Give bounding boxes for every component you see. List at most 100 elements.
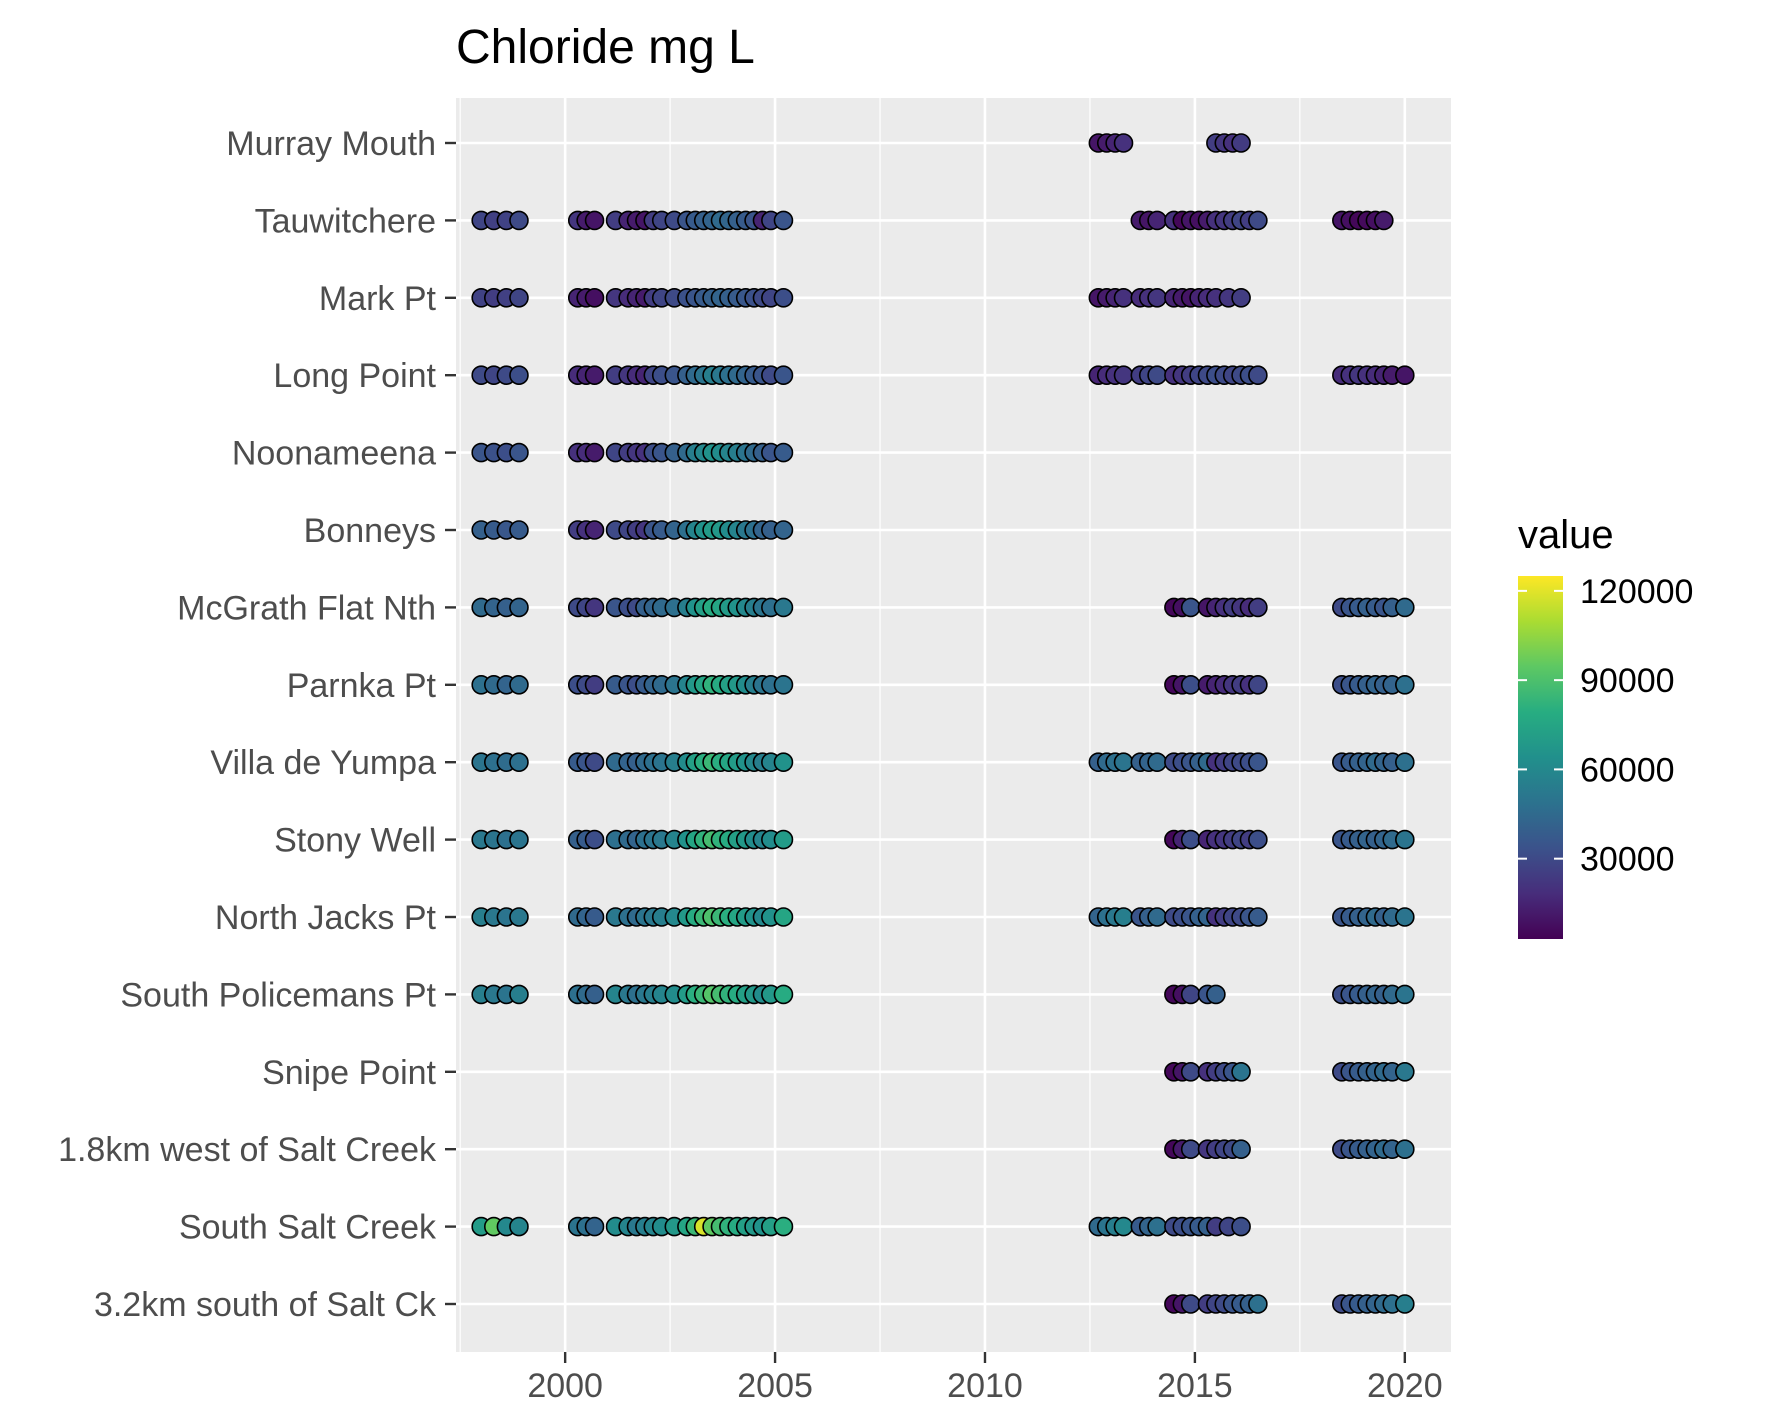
y-tick-label: Villa de Yumpa <box>210 744 436 782</box>
x-tick-label: 2010 <box>947 1367 1023 1405</box>
data-point <box>773 907 794 927</box>
y-axis: Murray Mouth Tauwitchere Mark Pt Long Point… <box>58 125 456 1324</box>
y-tick-label: North Jacks Pt <box>215 899 437 937</box>
data-point <box>1231 287 1251 308</box>
data-point <box>509 287 529 308</box>
data-point <box>1113 287 1134 308</box>
data-point <box>584 674 605 695</box>
data-point <box>1248 1294 1268 1314</box>
data-point <box>1113 752 1134 773</box>
data-point <box>1113 133 1134 153</box>
data-point <box>1248 907 1268 927</box>
data-point <box>584 210 605 231</box>
data-point <box>1248 829 1268 850</box>
data-point <box>584 365 605 386</box>
data-point <box>773 365 794 386</box>
y-tick-label: McGrath Flat Nth <box>177 589 436 627</box>
data-point <box>1248 674 1268 695</box>
data-point <box>584 984 605 1005</box>
data-point <box>1180 1294 1201 1314</box>
data-point <box>773 984 794 1005</box>
data-point <box>584 752 605 773</box>
data-point <box>1180 1062 1201 1082</box>
data-point <box>1180 984 1201 1005</box>
y-tick-label: Tauwitchere <box>255 202 436 240</box>
legend-label: 120000 <box>1580 573 1693 611</box>
x-tick-label: 2000 <box>527 1367 603 1405</box>
data-point <box>1147 752 1167 773</box>
data-point <box>1180 1139 1201 1159</box>
data-point <box>1248 210 1268 231</box>
data-point <box>1231 1062 1251 1082</box>
x-tick-label: 2005 <box>737 1367 813 1405</box>
y-tick-label: Mark Pt <box>319 280 437 318</box>
y-tick-label: Parnka Pt <box>287 667 437 705</box>
data-point <box>1248 752 1268 773</box>
data-point <box>1206 984 1226 1005</box>
data-point <box>1395 597 1415 618</box>
y-tick-label: Murray Mouth <box>226 125 436 163</box>
y-tick-label: South Policemans Pt <box>120 976 436 1014</box>
data-point <box>1395 984 1415 1005</box>
plot-panel <box>456 98 1451 1352</box>
data-point <box>584 829 605 850</box>
data-point <box>1147 365 1167 386</box>
x-tick-label: 2015 <box>1157 1367 1233 1405</box>
data-point <box>1180 829 1201 850</box>
data-point <box>773 442 794 463</box>
data-point <box>1248 597 1268 618</box>
data-point <box>1231 1139 1251 1159</box>
data-point <box>1395 365 1415 386</box>
legend-ticks: 120000 90000 60000 30000 <box>1518 573 1693 879</box>
y-tick-label: South Salt Creek <box>179 1209 437 1247</box>
data-point <box>773 287 794 308</box>
y-tick-label: Noonameena <box>232 435 436 473</box>
data-point <box>509 1216 529 1237</box>
data-point <box>773 210 794 231</box>
x-axis: 2000 2005 2010 2015 2020 <box>527 1352 1443 1405</box>
data-point <box>773 520 794 540</box>
data-point <box>1395 907 1415 927</box>
data-point <box>1113 1216 1134 1237</box>
data-point <box>584 597 605 618</box>
data-point <box>1374 210 1394 231</box>
data-point <box>773 597 794 618</box>
data-point <box>584 520 605 540</box>
data-point <box>773 1216 794 1237</box>
y-tick-label: Snipe Point <box>262 1054 436 1092</box>
y-tick-label: Stony Well <box>274 822 436 860</box>
data-point <box>1395 1139 1415 1159</box>
data-points <box>471 133 1415 1314</box>
data-point <box>1395 1062 1415 1082</box>
data-point <box>1231 1216 1251 1237</box>
legend: value 120000 90000 60000 30000 <box>1518 513 1693 939</box>
legend-label: 30000 <box>1580 841 1675 879</box>
data-point <box>1395 829 1415 850</box>
data-point <box>584 1216 605 1237</box>
chart-title: Chloride mg L <box>456 21 755 74</box>
data-point <box>509 984 529 1005</box>
minor-gridlines <box>459 98 1301 1352</box>
y-tick-label: 1.8km west of Salt Creek <box>58 1131 437 1169</box>
y-tick-label: Long Point <box>273 357 436 395</box>
data-point <box>1395 752 1415 773</box>
legend-label: 60000 <box>1580 751 1675 789</box>
data-point <box>1147 1216 1167 1237</box>
data-point <box>509 520 529 540</box>
data-point <box>1395 674 1415 695</box>
data-point <box>509 752 529 773</box>
data-point <box>509 365 529 386</box>
data-point <box>584 287 605 308</box>
data-point <box>1248 365 1268 386</box>
y-tick-label: Bonneys <box>304 512 436 550</box>
data-point <box>584 907 605 927</box>
data-point <box>1147 907 1167 927</box>
data-point <box>1113 907 1134 927</box>
data-point <box>509 210 529 231</box>
data-point <box>1395 1294 1415 1314</box>
data-point <box>584 442 605 463</box>
legend-label: 90000 <box>1580 662 1675 700</box>
legend-colorbar <box>1518 576 1563 939</box>
data-point <box>773 752 794 773</box>
data-point <box>1180 597 1201 618</box>
